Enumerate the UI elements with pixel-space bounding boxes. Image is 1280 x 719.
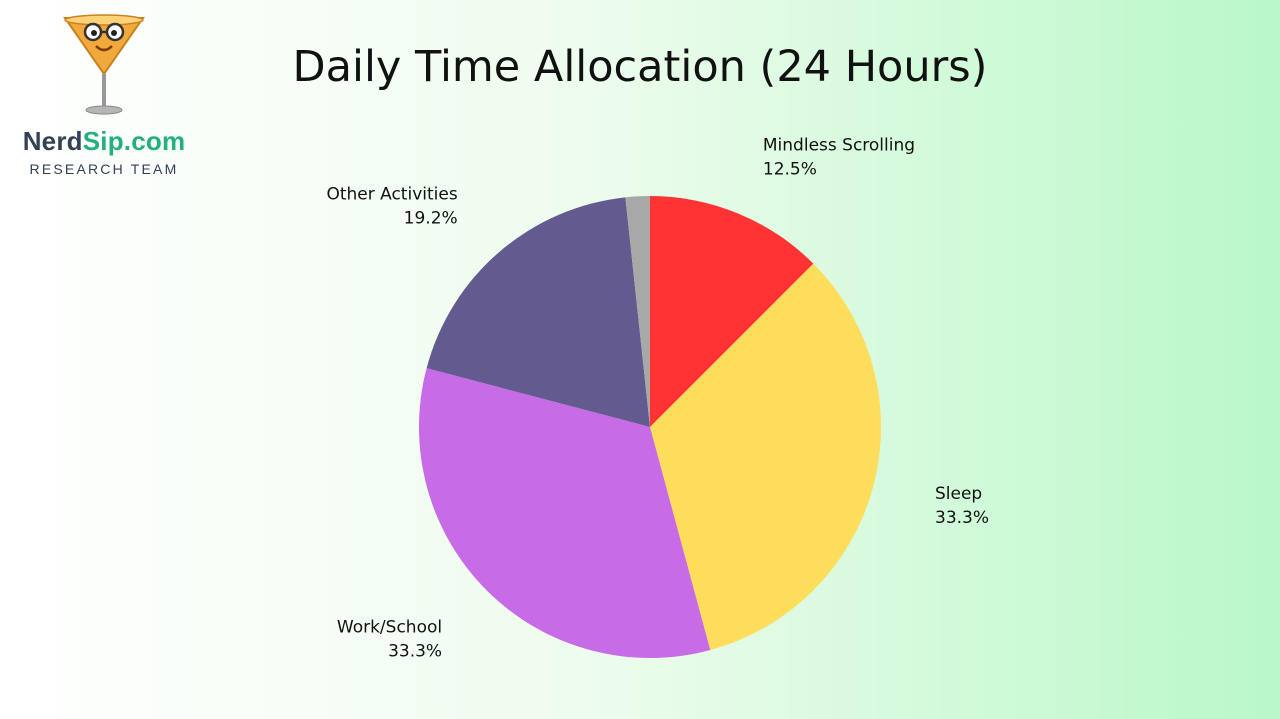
slice-label-percent: 33.3%	[388, 641, 442, 661]
martini-mascot-icon	[63, 14, 145, 115]
slice-label-name: Other Activities	[326, 184, 457, 204]
pie-slice	[650, 263, 881, 650]
chart-title: Daily Time Allocation (24 Hours)	[292, 42, 988, 92]
slice-label: Other Activities 19.2%	[326, 184, 457, 228]
slice-label: Mindless Scrolling 12.5%	[763, 136, 915, 180]
slice-label: Sleep 33.3%	[935, 484, 989, 528]
pie-slice	[650, 196, 814, 427]
pie-slice	[625, 196, 650, 427]
pie-slice	[418, 368, 711, 658]
slice-label-percent: 33.3%	[935, 508, 989, 528]
brand-name-part2: Sip.com	[82, 126, 186, 156]
logo: NerdSip.com RESEARCH TEAM	[14, 10, 194, 177]
slice-label-name: Mindless Scrolling	[763, 136, 915, 156]
slice-label: Work/School 33.3%	[337, 617, 442, 661]
brand-tagline: RESEARCH TEAM	[29, 161, 179, 177]
slice-label-percent: 12.5%	[763, 160, 817, 180]
brand-name-part1: Nerd	[22, 126, 83, 156]
pie-slice	[426, 197, 650, 427]
brand-name: NerdSip.com	[14, 126, 194, 157]
slice-label-name: Sleep	[935, 484, 982, 504]
slice-label-percent: 19.2%	[404, 208, 458, 228]
slice-label-name: Work/School	[337, 617, 442, 637]
